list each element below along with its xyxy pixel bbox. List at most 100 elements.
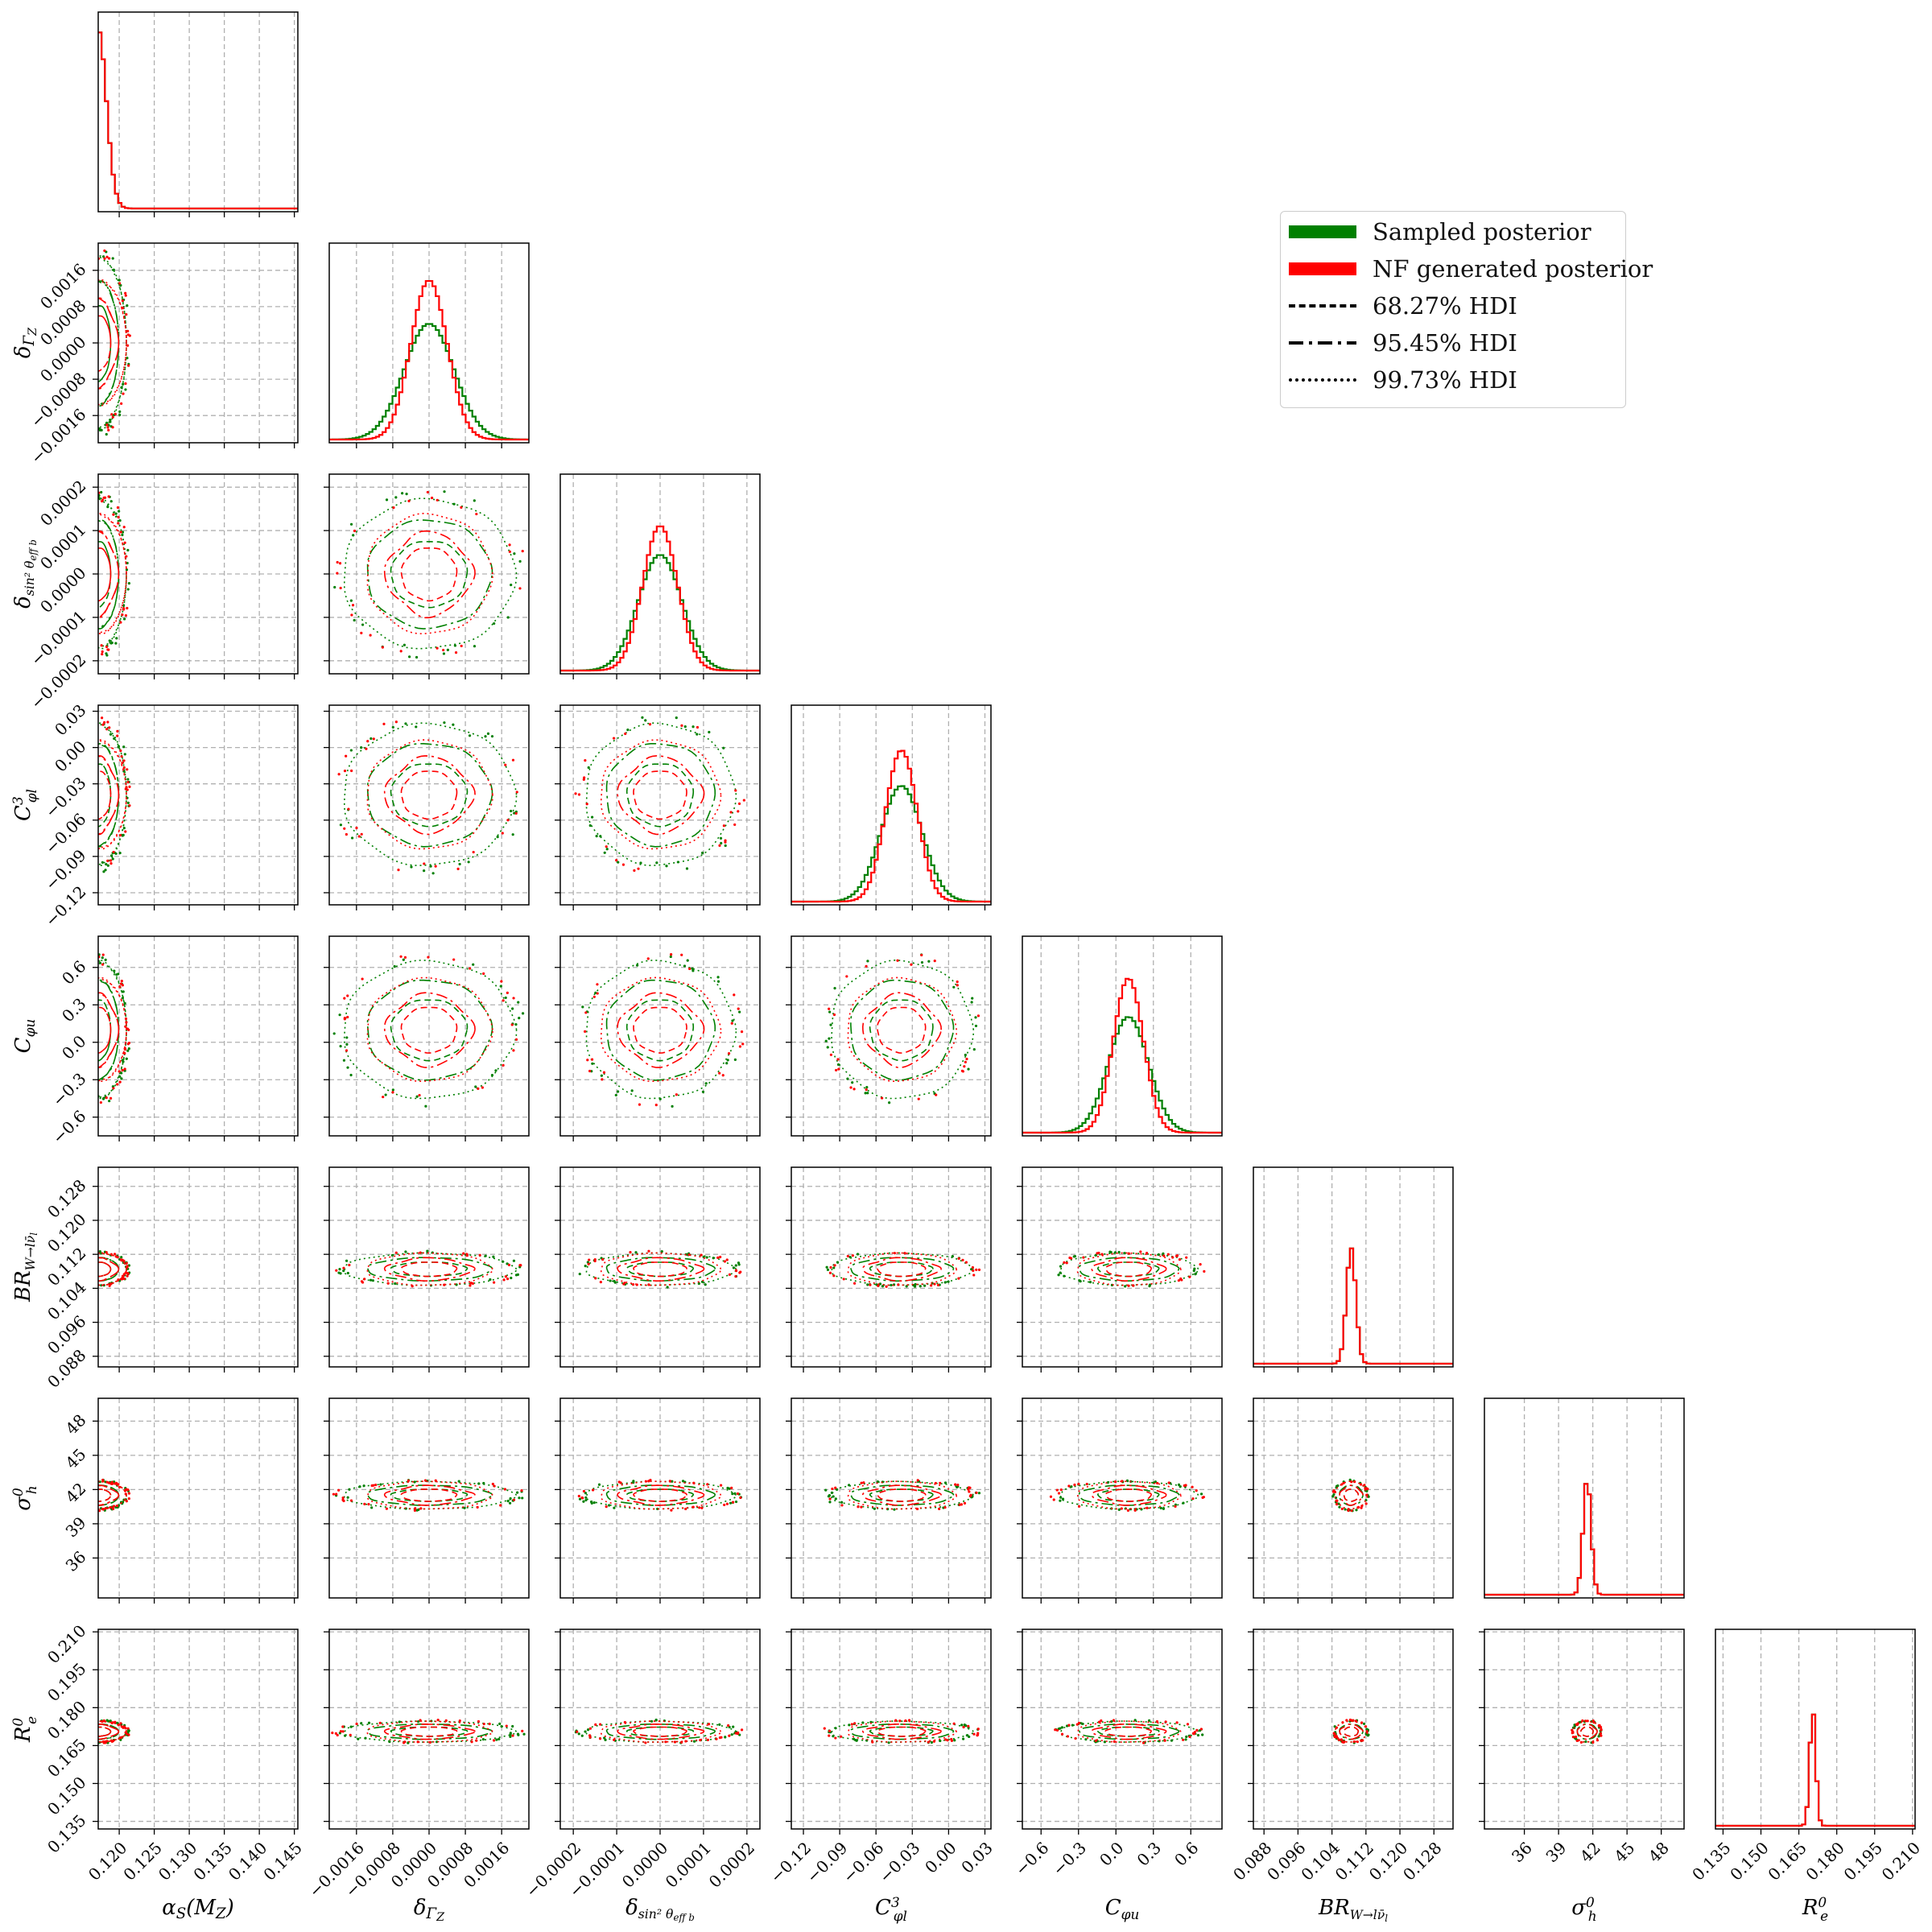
outlier-point (739, 1270, 742, 1274)
x-axis-label: σ0 h (1571, 1894, 1596, 1924)
hdi-contour (849, 1484, 955, 1506)
outlier-point (366, 740, 369, 743)
outlier-point (842, 1278, 845, 1281)
outlier-point (718, 844, 721, 847)
outlier-point (467, 861, 470, 864)
outlier-point (1133, 1509, 1137, 1512)
y-tick-label: 45 (62, 1444, 90, 1472)
outlier-point (848, 1484, 851, 1487)
outlier-point (1070, 1485, 1073, 1488)
legend-label: 95.45% HDI (1373, 329, 1517, 357)
plot-area (560, 525, 760, 672)
outlier-point (391, 1088, 394, 1092)
outlier-point (1367, 1495, 1370, 1498)
outlier-point (1148, 1283, 1152, 1286)
outlier-point (118, 1070, 121, 1073)
outlier-point (1335, 1499, 1338, 1502)
outlier-point (968, 1735, 971, 1739)
outlier-point (828, 1271, 832, 1274)
outlier-point (691, 725, 695, 729)
outlier-point (1182, 1501, 1185, 1505)
legend-entry-95: 95.45% HDI (1289, 327, 1517, 359)
outlier-point (742, 799, 745, 802)
x-tick-label: 0.03 (957, 1838, 996, 1876)
outlier-point (415, 725, 418, 729)
outlier-point (718, 1736, 722, 1740)
outlier-point (509, 1501, 512, 1505)
outlier-point (109, 861, 113, 865)
hdi-contour (861, 1257, 942, 1282)
outlier-point (1049, 1495, 1053, 1498)
plot-area (824, 953, 980, 1104)
outlier-point (877, 1284, 880, 1287)
outlier-point (1067, 1484, 1071, 1488)
outlier-point (101, 653, 104, 656)
outlier-point (1060, 1726, 1064, 1729)
panel-frame (1022, 1629, 1223, 1830)
outlier-point (1059, 1496, 1063, 1499)
outlier-point (118, 851, 122, 855)
outlier-point (961, 1737, 965, 1740)
outlier-point (107, 428, 110, 431)
outlier-point (403, 956, 407, 959)
outlier-point (934, 1481, 937, 1485)
outlier-point (1177, 1483, 1181, 1486)
outlier-point (655, 861, 658, 865)
panel-frame (1253, 1166, 1454, 1368)
hdi-contour (1104, 1261, 1153, 1278)
contour-panel-7-6: 36 39 42 45 48 σ0 h (1479, 1629, 1685, 1924)
hdi-contour (98, 770, 112, 820)
outlier-point (953, 1739, 956, 1742)
outlier-point (505, 1724, 508, 1728)
outlier-point (578, 1272, 581, 1276)
outlier-point (372, 737, 375, 741)
outlier-point (732, 1725, 735, 1728)
x-tick-label: 0.0 (1096, 1838, 1127, 1869)
outlier-point (394, 720, 398, 724)
outlier-point (920, 960, 924, 964)
outlier-point (1364, 1488, 1367, 1491)
outlier-point (460, 506, 463, 509)
outlier-point (482, 1481, 485, 1485)
outlier-point (382, 722, 386, 725)
outlier-point (101, 255, 105, 258)
outlier-point (103, 496, 107, 499)
outlier-point (588, 824, 592, 828)
outlier-point (121, 1278, 124, 1281)
outlier-point (346, 994, 349, 997)
outlier-point (893, 1252, 897, 1255)
outlier-point (355, 1722, 358, 1726)
hdi-contour (585, 1720, 737, 1743)
outlier-point (837, 1067, 840, 1071)
outlier-point (511, 1007, 514, 1010)
outlier-point (1127, 1252, 1130, 1255)
outlier-point (972, 1047, 976, 1051)
outlier-point (1184, 1738, 1187, 1741)
outlier-point (128, 785, 131, 788)
outlier-point (502, 1260, 505, 1263)
outlier-point (740, 1030, 744, 1034)
panel-frame (97, 1397, 299, 1599)
outlier-point (120, 1077, 123, 1080)
contour-panel-5-2 (555, 1166, 761, 1373)
x-tick-label: −0.09 (803, 1838, 851, 1886)
outlier-point (639, 861, 642, 865)
outlier-point (594, 1277, 597, 1280)
outlier-point (1352, 1719, 1355, 1722)
outlier-point (704, 1082, 708, 1085)
outlier-point (582, 1500, 585, 1503)
outlier-point (956, 1483, 960, 1487)
outlier-point (118, 279, 121, 282)
outlier-point (394, 1251, 398, 1254)
hdi-contour (1096, 1726, 1160, 1737)
outlier-point (1085, 1482, 1088, 1486)
x-tick-label: 0.130 (155, 1838, 200, 1884)
outlier-point (516, 1732, 520, 1736)
outlier-point (127, 1492, 131, 1495)
y-axis-label: Cφu (11, 1019, 38, 1054)
plot-area (98, 31, 298, 210)
outlier-point (734, 1264, 737, 1267)
outlier-point (1061, 1497, 1065, 1501)
outlier-point (681, 1480, 685, 1483)
outlier-point (591, 1062, 594, 1065)
